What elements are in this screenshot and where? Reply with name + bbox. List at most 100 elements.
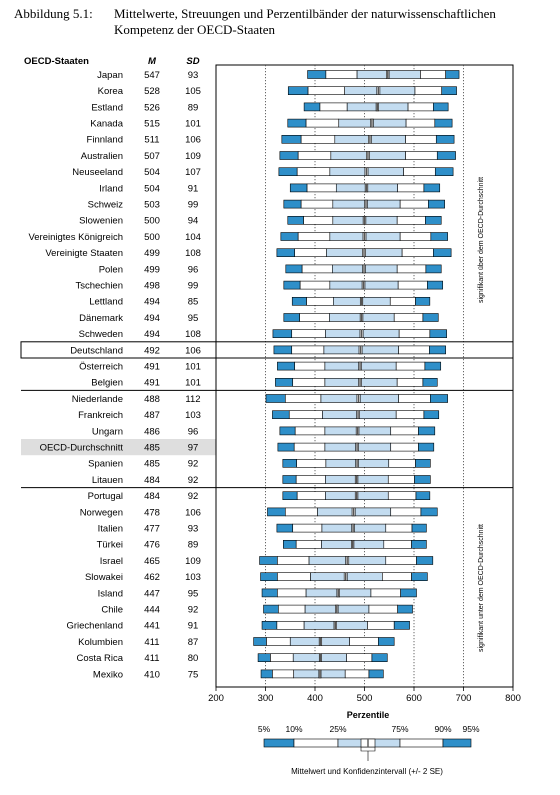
band-p90-p95 [430, 394, 448, 403]
header-country: OECD-Staaten [24, 56, 89, 67]
sd-value: 80 [188, 653, 199, 664]
row-7: Irland 504 91 [99, 183, 441, 194]
band-p5-p10 [260, 669, 273, 679]
data-rows: Japan 547 93 Korea 528 105 Estland 526 89 Kanada 5… [28, 70, 460, 680]
mean-value: 477 [144, 524, 160, 535]
label-below-average: signifikant unter dem OECD-Durchschnitt [478, 524, 485, 652]
band-p90-p95 [423, 410, 440, 420]
country-label: Norwegen [80, 507, 123, 518]
row-12: Polen 499 96 [99, 264, 442, 275]
sd-value: 97 [188, 443, 199, 454]
sd-value: 91 [188, 183, 199, 194]
sd-value: 92 [188, 491, 199, 502]
band-p90-p95 [368, 669, 384, 679]
row-9: Slowenien 500 94 [79, 216, 442, 227]
row-8: Schweiz 503 99 [88, 200, 445, 211]
row-6: Neuseeland 504 107 [72, 167, 454, 178]
band-p75-p90 [399, 232, 432, 241]
row-37: Mexiko 410 75 [93, 669, 384, 680]
band-p90-p95 [422, 313, 439, 322]
band-p90-p95 [429, 329, 447, 339]
x-tick-label: 300 [258, 693, 274, 704]
mean-value: 492 [144, 345, 160, 356]
country-label: Finnland [87, 135, 123, 146]
mean-value: 478 [144, 507, 160, 518]
mean-value: 465 [144, 556, 160, 567]
band-p75-p90 [399, 199, 429, 209]
sd-value: 93 [188, 70, 199, 81]
band-p5-p10 [283, 280, 301, 290]
band-p10-p25 [272, 669, 295, 679]
band-p10-p25 [296, 491, 326, 501]
header-sd: SD [186, 56, 199, 67]
band-p90-p95 [445, 70, 460, 79]
row-30: Israel 465 109 [100, 556, 434, 567]
country-label: Spanien [88, 459, 123, 470]
band-p75-p90 [396, 264, 427, 274]
band-p75-p90 [397, 183, 425, 193]
sd-value: 103 [185, 572, 201, 583]
band-p75-p90 [344, 669, 370, 679]
row-13: Tschechien 498 99 [75, 280, 444, 292]
mean-value: 494 [144, 297, 160, 308]
country-label: Niederlande [72, 394, 123, 405]
legend-percentile-label: 75% [391, 724, 408, 734]
header-mean: M [148, 56, 157, 67]
band-p75-p90 [403, 167, 436, 176]
sd-value: 95 [188, 588, 199, 599]
row-23: OECD-Durchschnitt 485 97 [40, 443, 435, 454]
mean-value: 488 [144, 394, 160, 405]
band-p75-p90 [405, 118, 436, 128]
band-p5-p10 [279, 426, 296, 436]
band-p10-p25 [305, 118, 340, 128]
row-33: Chile 444 92 [101, 604, 413, 616]
band-p10-p25 [299, 280, 331, 290]
band-p5-p10 [265, 394, 286, 403]
band-p10-p25 [291, 345, 325, 355]
mean-value: 491 [144, 362, 160, 373]
band-p5-p10 [260, 572, 278, 582]
country-label: Korea [98, 86, 124, 97]
band-p5-p10 [287, 216, 304, 225]
legend-title: Perzentile [347, 710, 390, 720]
band-p10-p25 [295, 539, 322, 549]
band-p90-p95 [414, 475, 431, 484]
sd-value: 109 [185, 556, 201, 567]
x-tick-label: 500 [357, 693, 373, 704]
row-1: Korea 528 105 [98, 86, 457, 97]
mean-value: 547 [144, 70, 160, 81]
mean-value: 491 [144, 378, 160, 389]
band-p75-p90 [349, 637, 379, 646]
figure-number: Abbildung 5.1: [14, 6, 93, 21]
country-label: Italien [98, 524, 123, 535]
mean-value: 476 [144, 540, 160, 551]
row-10: Vereinigtes Königreich 500 104 [28, 232, 448, 243]
mean-value: 500 [144, 232, 160, 243]
band-p10-p25 [278, 604, 306, 614]
band-p10-p25 [306, 183, 337, 193]
mean-value: 526 [144, 102, 160, 113]
legend: Perzentile Mittelwert und Konfidenzinter… [258, 710, 480, 776]
band-p10-p25 [292, 523, 323, 533]
sd-value: 89 [188, 540, 199, 551]
band-p5-p10 [287, 86, 309, 95]
band-p90-p95 [416, 556, 434, 565]
row-5: Australien 507 109 [81, 151, 456, 162]
band-p90-p95 [371, 653, 388, 663]
country-label: Slowenien [79, 216, 123, 227]
band-p75-p90 [420, 70, 446, 79]
mean-value: 498 [144, 281, 160, 292]
band-p75-p90 [387, 491, 417, 501]
band-p75-p90 [370, 588, 401, 598]
band-p5-p10 [278, 167, 298, 176]
x-tick-label: 700 [456, 693, 472, 704]
band-p75-p90 [382, 572, 412, 582]
band-p10-p25 [277, 572, 311, 582]
label-above-average: signifikant über dem OECD-Durchschnitt [478, 177, 485, 303]
mean-value: 462 [144, 572, 160, 583]
legend-percentile-label: 5% [258, 724, 271, 734]
sd-value: 108 [185, 329, 201, 340]
band-p5-p10 [259, 556, 278, 565]
country-label: Dänemark [79, 313, 123, 324]
